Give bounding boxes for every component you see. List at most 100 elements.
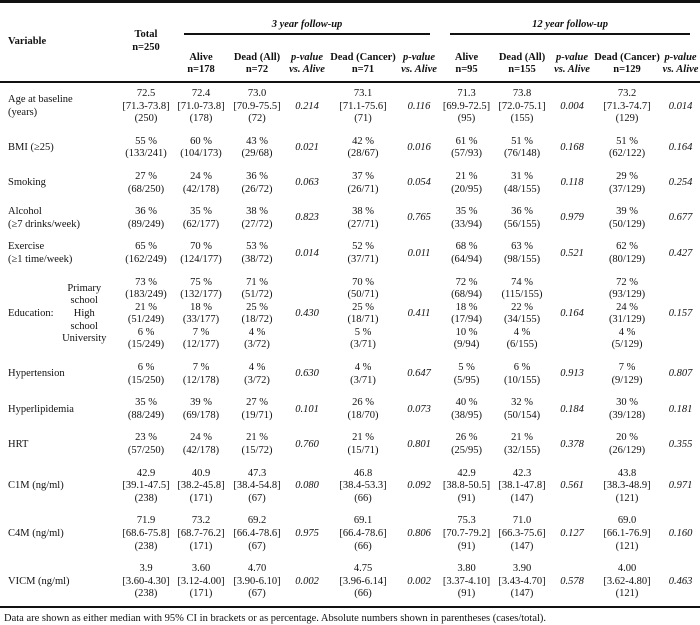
- p-value-cell: 0.578: [560, 575, 584, 587]
- p-value-cell: 0.127: [560, 528, 584, 539]
- value-cell: 3.80 [3.37-4.10] (91): [442, 563, 491, 600]
- value-cell: 4.70 [3.90-6.10] (67): [233, 563, 281, 600]
- variable-label: Hyperlipidemia: [8, 403, 74, 415]
- p-value-cell: 0.016: [407, 142, 431, 154]
- value-cell: 42 % (28/67): [347, 135, 379, 160]
- p-value-cell: 0.157: [668, 307, 693, 319]
- value-cell: 30 % (39/128): [608, 397, 646, 421]
- value-cell: 43 % (29/68): [241, 135, 273, 160]
- value-cell: 4.75 [3.96-6.14] (66): [339, 563, 387, 600]
- value-cell: 62 % (80/129): [608, 241, 646, 265]
- value-cell: 69.1 [66.4-78.6] (66): [339, 515, 387, 552]
- value-cell: 32 % (50/154): [503, 397, 541, 421]
- p-value-cell: 0.184: [560, 403, 584, 415]
- table-row: Smoking 27 % (68/250) 24 % (42/178) 36 % (2…: [0, 166, 700, 201]
- value-cell: 29 % (37/129): [608, 170, 646, 195]
- variable-label: Alcohol (≥7 drinks/week): [8, 206, 80, 230]
- value-cell: 72.4 [71.0-73.8] (178): [177, 87, 225, 125]
- p-value-cell: 0.677: [668, 212, 693, 224]
- value-cell: 4 % (3/72): [244, 362, 270, 386]
- p-value-cell: 0.014: [295, 247, 319, 259]
- group-header-3-year: 3 year follow-up: [174, 2, 440, 50]
- value-cell: 74 % (115/155) 22 % (34/155) 4 % (6/155): [501, 276, 543, 351]
- p-value-cell: 0.561: [560, 480, 584, 492]
- col-header-dead-all-3y: Dead (All) n=72: [233, 51, 281, 76]
- value-cell: 39 % (69/178): [182, 397, 220, 421]
- p-value-cell: 0.647: [407, 368, 431, 380]
- value-cell: 53 % (38/72): [241, 241, 273, 265]
- col-header-dead-cancer-3y: Dead (Cancer) n=71: [330, 51, 396, 76]
- p-value-cell: 0.021: [295, 142, 319, 154]
- table-row: HRT 23 % (57/250) 24 % (42/178) 21 % (15/72…: [0, 427, 700, 462]
- p-value-cell: 0.181: [668, 403, 693, 415]
- value-cell: 75.3 [70.7-79.2] (91): [442, 515, 491, 552]
- value-cell: 4 % (3/71): [350, 362, 376, 386]
- p-value-cell: 0.164: [560, 307, 584, 319]
- value-cell: 38 % (27/71): [347, 206, 379, 230]
- value-cell: 35 % (33/94): [451, 206, 482, 230]
- group-header-12-year: 12 year follow-up: [440, 2, 700, 50]
- variable-label: HRT: [8, 438, 29, 450]
- variable-label: Smoking: [8, 177, 46, 189]
- variable-cell: Alcohol (≥7 drinks/week): [0, 201, 118, 236]
- p-value-cell: 0.521: [560, 247, 584, 259]
- value-cell: 26 % (18/70): [347, 397, 379, 421]
- variable-cell: BMI (≥25): [0, 131, 118, 166]
- value-cell: 73 % (183/249) 21 % (51/249) 6 % (15/249…: [125, 276, 167, 351]
- value-cell: 42.9 [38.8-50.5] (91): [442, 467, 491, 504]
- value-cell: 3.90 [3.43-4.70] (147): [498, 563, 546, 600]
- p-value-cell: 0.116: [407, 100, 431, 112]
- p-value-cell: 0.806: [407, 528, 431, 539]
- variable-cell: Hypertension: [0, 357, 118, 392]
- p-value-cell: 0.004: [560, 100, 584, 112]
- col-header-dead-cancer-12y: Dead (Cancer) n=129: [594, 51, 660, 76]
- p-value-cell: 0.411: [407, 307, 431, 319]
- value-cell: 36 % (56/155): [503, 206, 541, 230]
- value-cell: 73.0 [70.9-75.5] (72): [233, 87, 281, 125]
- p-value-cell: 0.164: [668, 142, 693, 154]
- col-header-dead-all-12y: Dead (All) n=155: [498, 51, 546, 76]
- table-row: Exercise (≥1 time/week) 65 % (162/249) 70 …: [0, 236, 700, 271]
- value-cell: 70 % (124/177): [180, 241, 222, 265]
- value-cell: 42.3 [38.1-47.8] (147): [498, 467, 546, 504]
- value-cell: 52 % (37/71): [347, 241, 379, 265]
- value-cell: 26 % (25/95): [451, 432, 482, 457]
- group-header-12-year-label: 12 year follow-up: [450, 18, 691, 36]
- p-value-cell: 0.063: [295, 177, 319, 189]
- variable-cell: Education: Primary school High school Uni…: [0, 272, 118, 358]
- p-value-cell: 0.214: [295, 100, 319, 112]
- value-cell: 3.9 [3.60-4.30] (238): [122, 563, 170, 600]
- value-cell: 24 % (42/178): [182, 432, 220, 457]
- value-cell: 71.3 [69.9-72.5] (95): [442, 87, 491, 125]
- table-row: BMI (≥25) 55 % (133/241) 60 % (104/173) 43 …: [0, 131, 700, 166]
- variable-cell: C1M (ng/ml): [0, 463, 118, 511]
- variable-label: C1M (ng/ml): [8, 480, 64, 492]
- p-value-cell: 0.054: [407, 177, 431, 189]
- variable-cell: Exercise (≥1 time/week): [0, 236, 118, 271]
- value-cell: 51 % (76/148): [503, 135, 541, 160]
- variable-label: Education:: [8, 307, 54, 319]
- value-cell: 63 % (98/155): [503, 241, 541, 265]
- value-cell: 40 % (38/95): [451, 397, 482, 421]
- table-body: Age at baseline (years) 72.5 [71.3-73.8] …: [0, 82, 700, 607]
- table-row: Education: Primary school High school Uni…: [0, 272, 700, 358]
- table-row: Alcohol (≥7 drinks/week) 36 % (89/249) 35 …: [0, 201, 700, 236]
- table-row: C4M (ng/ml) 71.9 [68.6-75.8] (238) 73.2 [6…: [0, 510, 700, 558]
- variable-label: Hypertension: [8, 368, 65, 380]
- variable-cell: VICM (ng/ml): [0, 558, 118, 607]
- value-cell: 73.2 [71.3-74.7] (129): [603, 87, 651, 125]
- value-cell: 47.3 [38.4-54.8] (67): [233, 467, 281, 504]
- variable-label: C4M (ng/ml): [8, 528, 64, 539]
- p-value-cell: 0.002: [407, 575, 431, 587]
- variable-label: VICM (ng/ml): [8, 575, 70, 587]
- p-value-cell: 0.430: [295, 307, 319, 319]
- p-value-cell: 0.979: [560, 212, 584, 224]
- value-cell: 38 % (27/72): [241, 206, 273, 230]
- value-cell: 55 % (133/241): [125, 135, 167, 160]
- p-value-cell: 0.080: [295, 480, 319, 492]
- value-cell: 70 % (50/71) 25 % (18/71) 5 % (3/71): [347, 276, 379, 351]
- total-column-header: Total n=250: [132, 29, 160, 53]
- value-cell: 6 % (15/250): [127, 362, 165, 386]
- value-cell: 7 % (12/178): [182, 362, 220, 386]
- variable-label: Exercise (≥1 time/week): [8, 241, 73, 265]
